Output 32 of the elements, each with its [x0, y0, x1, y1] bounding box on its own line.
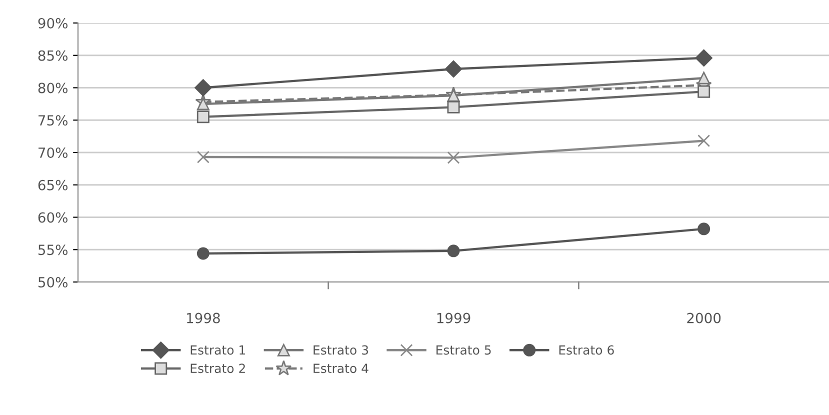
y-tick-label: 65% — [38, 180, 68, 190]
legend-label: Estrato 1 — [190, 345, 246, 355]
legend-label: Estrato 6 — [559, 345, 614, 355]
y-tick-label: 70% — [38, 147, 68, 158]
x-tick-label: 1999 — [437, 312, 470, 324]
legend-label: Estrato 4 — [314, 364, 368, 374]
legend-label: Estrato 3 — [314, 345, 368, 355]
y-tick-label: 80% — [38, 82, 68, 94]
legend-label: Estrato 2 — [190, 364, 245, 374]
point — [698, 85, 710, 98]
y-tick-label: 50% — [38, 276, 68, 288]
point — [698, 72, 710, 84]
point — [447, 100, 460, 114]
point — [194, 79, 212, 96]
legend-label: Estrato 5 — [436, 345, 491, 355]
point — [196, 98, 210, 110]
point — [695, 49, 712, 67]
y-tick-label: 75% — [38, 115, 68, 126]
x-tick-label: 2000 — [687, 312, 721, 324]
point — [196, 110, 210, 124]
y-tick-label: 90% — [38, 18, 68, 28]
y-tick-label: 85% — [38, 50, 68, 61]
y-tick-label: 55% — [38, 244, 68, 256]
point — [698, 222, 710, 236]
point — [444, 60, 462, 78]
y-tick-label: 60% — [38, 212, 68, 223]
point — [196, 150, 210, 164]
x-tick-label: 1998 — [187, 312, 220, 324]
point — [698, 134, 710, 148]
point — [196, 247, 210, 260]
point — [447, 151, 460, 164]
point — [447, 244, 460, 258]
